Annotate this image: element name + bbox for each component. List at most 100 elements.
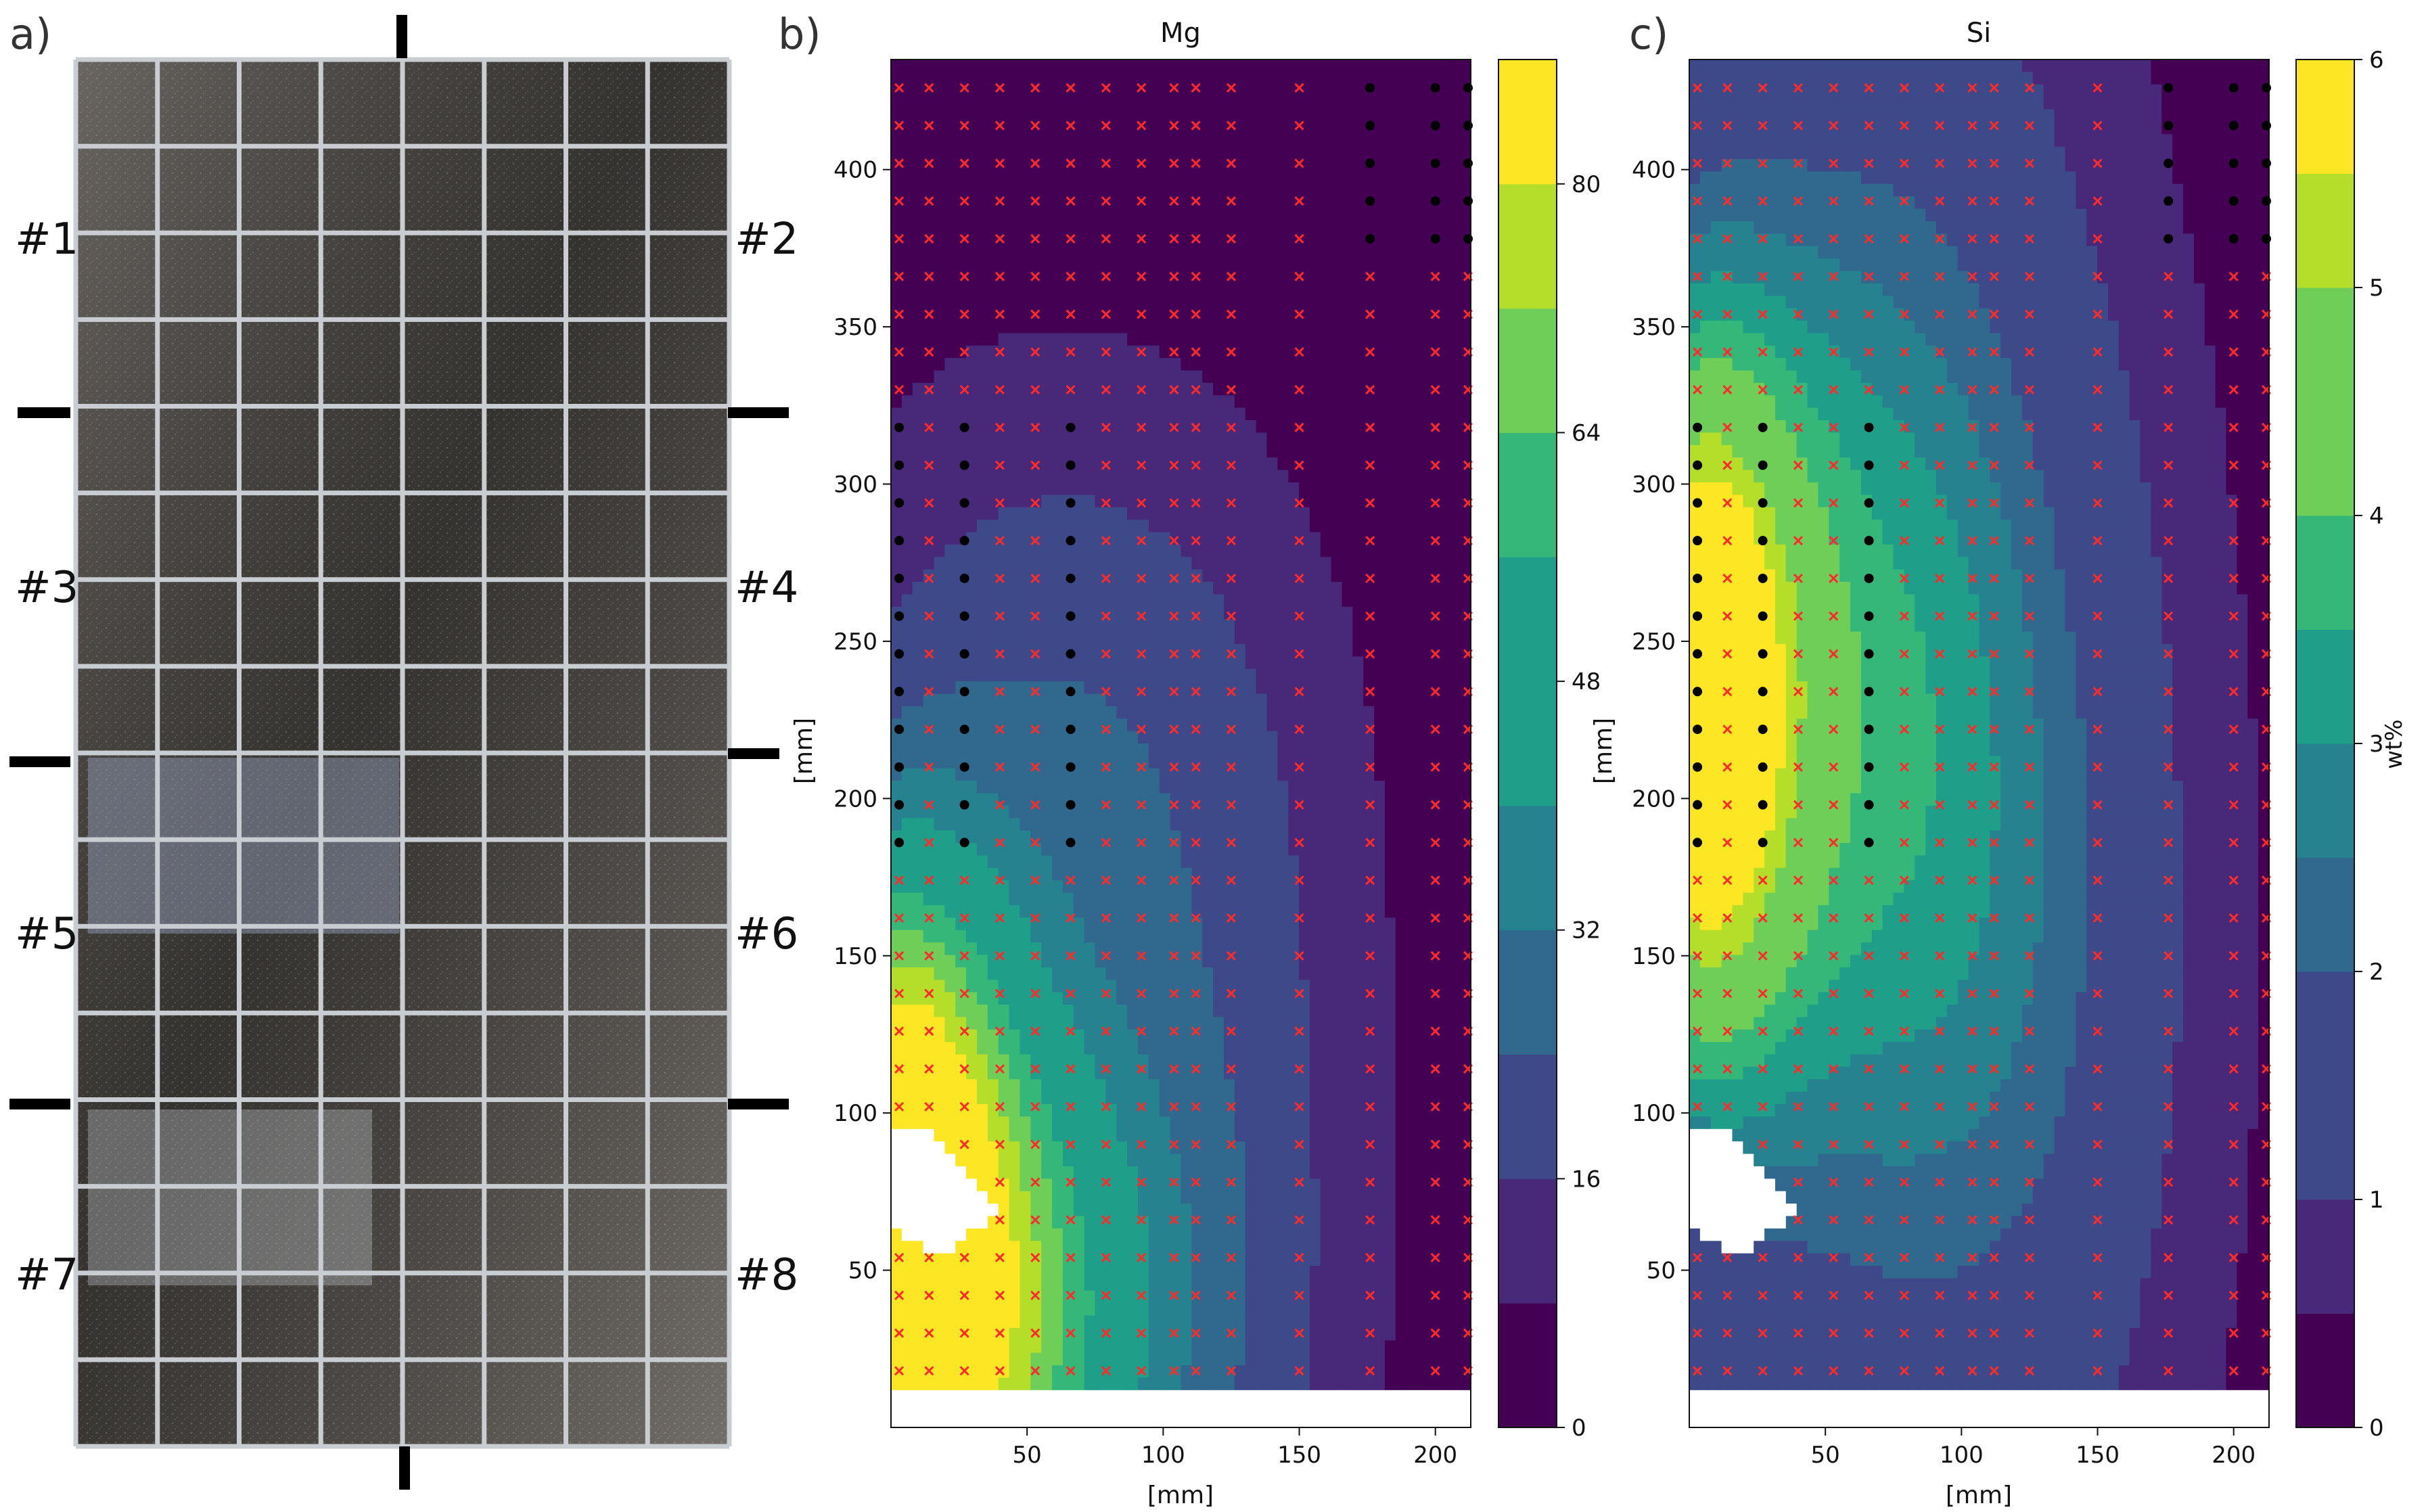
contour-cell (891, 395, 902, 409)
contour-cell (1213, 432, 1225, 446)
contour-cell (1352, 1104, 1364, 1118)
contour-cell (1256, 1091, 1268, 1105)
contour-cell (1277, 843, 1289, 856)
contour-cell (1170, 731, 1182, 744)
contour-cell (1363, 1352, 1375, 1366)
contour-cell (1213, 482, 1225, 495)
contour-cell (1342, 830, 1354, 844)
contour-cell (901, 420, 913, 434)
contour-cell (998, 805, 1010, 819)
contour-cell (1159, 619, 1171, 633)
contour-cell (1309, 420, 1321, 434)
contour-cell (1116, 1066, 1128, 1080)
contour-cell (912, 1128, 924, 1142)
contour-cell (1288, 444, 1300, 458)
contour-cell (912, 1191, 924, 1204)
contour-cell (912, 904, 924, 918)
contour-cell (1309, 880, 1321, 894)
contour-cell (1159, 1054, 1171, 1068)
contour-cell (1352, 1141, 1364, 1155)
contour-cell (1181, 1017, 1192, 1030)
contour-cell (1331, 718, 1343, 732)
contour-cell (923, 97, 935, 110)
contour-cell (1256, 582, 1268, 595)
contour-cell (966, 1228, 978, 1241)
contour-cell (901, 1340, 913, 1354)
contour-cell (976, 805, 988, 819)
contour-cell (1363, 246, 1375, 259)
contour-cell (1170, 582, 1182, 595)
contour-cell (891, 72, 902, 85)
contour-cell (1170, 1415, 1182, 1428)
contour-cell (987, 582, 999, 595)
contour-cell (1148, 221, 1160, 234)
contour-cell (1245, 1241, 1257, 1254)
contour-cell (1213, 855, 1225, 869)
contour-cell (1331, 793, 1343, 806)
contour-cell (1266, 321, 1278, 334)
contour-cell (1245, 1315, 1257, 1329)
contour-cell (1320, 308, 1332, 321)
contour-cell (1170, 370, 1182, 384)
contour-cell (1009, 582, 1021, 595)
contour-cell (1030, 1079, 1042, 1093)
contour-cell (1256, 880, 1268, 894)
contour-cell (1352, 171, 1364, 185)
contour-cell (955, 818, 967, 831)
contour-cell (1095, 60, 1107, 72)
contour-cell (1245, 656, 1257, 670)
contour-cell (1202, 867, 1214, 881)
contour-cell (912, 457, 924, 471)
contour-cell (1148, 557, 1160, 570)
contour-cell (998, 818, 1010, 831)
contour-cell (934, 855, 945, 869)
contour-cell (1148, 1166, 1160, 1179)
contour-cell (1181, 631, 1192, 645)
contour-cell (1052, 1128, 1063, 1142)
contour-cell (955, 1390, 967, 1403)
contour-cell (1084, 1365, 1096, 1379)
contour-cell (1299, 544, 1310, 557)
contour-cell (1062, 382, 1074, 396)
contour-cell (891, 370, 902, 384)
contour-cell (955, 880, 967, 894)
contour-cell (1266, 731, 1278, 744)
contour-cell (1234, 619, 1246, 633)
contour-cell (1073, 569, 1085, 582)
contour-cell (1191, 1303, 1203, 1316)
contour-cell (934, 1054, 945, 1068)
contour-cell (1352, 420, 1364, 434)
contour-cell (1084, 271, 1096, 284)
contour-cell (1084, 1054, 1096, 1068)
contour-cell (901, 1390, 913, 1403)
contour-cell (1299, 855, 1310, 869)
contour-cell (1266, 681, 1278, 695)
contour-cell (966, 296, 978, 309)
contour-cell (1127, 668, 1139, 682)
contour-cell (1256, 1266, 1268, 1279)
contour-cell (1127, 84, 1139, 97)
contour-cell (1309, 1116, 1321, 1130)
contour-cell (1277, 1266, 1289, 1279)
contour-cell (987, 1340, 999, 1354)
contour-cell (1320, 557, 1332, 570)
contour-cell (1309, 1290, 1321, 1304)
contour-cell (901, 1241, 913, 1254)
contour-cell (966, 221, 978, 234)
contour-cell (1309, 569, 1321, 582)
contour-cell (1181, 1005, 1192, 1017)
contour-cell (976, 942, 988, 956)
contour-cell (1202, 321, 1214, 334)
contour-cell (1342, 1253, 1354, 1266)
contour-cell (1342, 233, 1354, 247)
contour-cell (1213, 159, 1225, 173)
contour-cell (1309, 818, 1321, 831)
contour-cell (1138, 967, 1149, 980)
contour-cell (1170, 930, 1182, 943)
contour-cell (944, 1266, 956, 1279)
contour-cell (901, 283, 913, 296)
contour-cell (1181, 345, 1192, 359)
contour-cell (1159, 246, 1171, 259)
contour-cell (1041, 1303, 1053, 1316)
contour-cell (901, 308, 913, 321)
